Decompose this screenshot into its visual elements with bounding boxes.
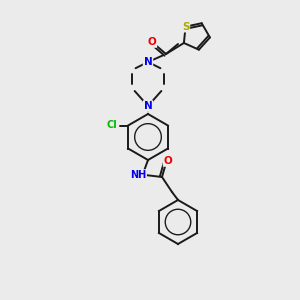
Text: O: O [164, 156, 172, 166]
Text: N: N [144, 101, 152, 111]
Text: S: S [182, 22, 189, 32]
Text: O: O [148, 37, 156, 47]
Text: Cl: Cl [107, 121, 118, 130]
Text: N: N [144, 57, 152, 67]
Text: NH: NH [130, 170, 146, 180]
